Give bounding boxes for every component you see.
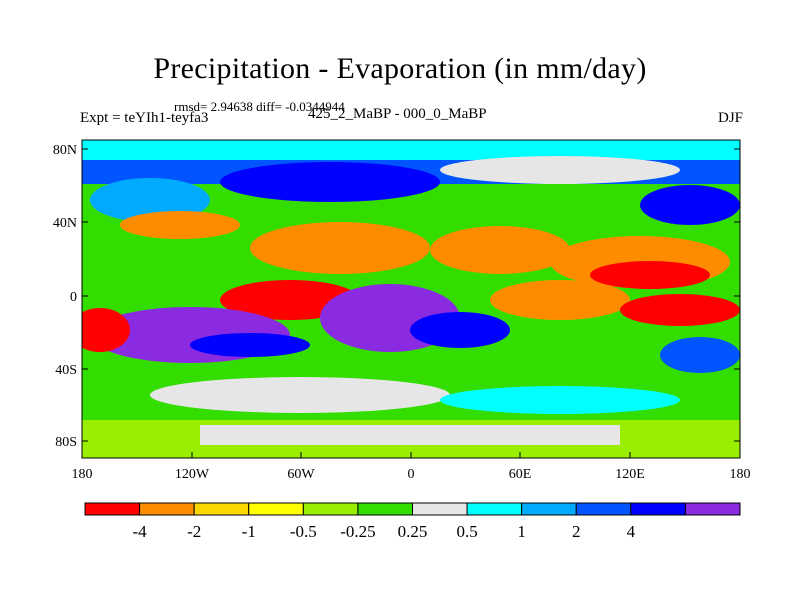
south-pacific-east-wet <box>660 337 740 373</box>
colorbar-box <box>84 502 141 516</box>
atlantic-dry <box>250 222 430 274</box>
colorbar-box <box>357 502 413 516</box>
siberia-patch <box>440 156 680 184</box>
experiment-label: Expt = teYIh1-teyfa3 <box>80 110 209 126</box>
map-title: Precipitation - Evaporation (in mm/day) <box>153 52 647 85</box>
colorbar-label: -0.25 <box>340 522 375 541</box>
north-atlantic-storm <box>220 162 440 202</box>
x-tick-label: 120W <box>175 467 210 482</box>
colorbar-box <box>139 502 195 516</box>
stats-label: rmsd= 2.94638 diff= -0.0344944 <box>174 99 345 114</box>
africa-wet <box>410 312 510 348</box>
dateline-dry <box>82 308 130 352</box>
north-pacific-dry <box>120 211 240 239</box>
colorbar-box <box>521 502 577 516</box>
colorbar-box <box>248 502 304 516</box>
maritime-dry <box>620 294 740 326</box>
y-tick-label: 40S <box>55 363 77 378</box>
colorbar-label: -0.5 <box>290 522 317 541</box>
colorbar-box <box>193 502 250 516</box>
colorbar-label: 0.5 <box>456 522 477 541</box>
colorbar-box <box>630 502 686 516</box>
antarctic-ice <box>200 425 620 445</box>
season-label: DJF <box>717 110 743 126</box>
colorbar-label: 2 <box>572 522 581 541</box>
southern-ice-patch <box>150 377 450 413</box>
arctic-band <box>82 140 740 162</box>
sahara-dry <box>430 226 570 274</box>
colorbar-box <box>684 502 741 516</box>
southern-cyan-patch <box>440 386 680 414</box>
y-tick-label: 40N <box>53 216 77 231</box>
x-tick-label: 60E <box>509 467 532 482</box>
y-tick-label: 0 <box>70 290 77 305</box>
x-tick-label: 180 <box>730 467 751 482</box>
x-tick-label: 180 <box>72 467 93 482</box>
colorbar <box>84 502 741 516</box>
colorbar-label: -2 <box>187 522 201 541</box>
colorbar-box <box>575 502 632 516</box>
northwest-pacific-storm <box>640 185 740 225</box>
colorbar-box <box>466 502 523 516</box>
colorbar-box <box>302 502 359 516</box>
y-tick-label: 80N <box>53 143 77 158</box>
colorbar-box <box>412 502 468 516</box>
x-tick-label: 0 <box>408 467 415 482</box>
colorbar-label: 0.25 <box>398 522 428 541</box>
axis-ticks <box>81 148 741 458</box>
map-field <box>82 140 740 458</box>
colorbar-label: -1 <box>242 522 256 541</box>
indian-ocean-dry <box>490 280 630 320</box>
south-pacific-wet <box>190 333 310 357</box>
west-pacific-core <box>590 261 710 289</box>
y-tick-label: 80S <box>55 435 77 450</box>
colorbar-label: 1 <box>517 522 526 541</box>
x-tick-label: 60W <box>287 467 315 482</box>
colorbar-labels: -4 -2 -1 -0.5 -0.25 0.25 0.5 1 2 4 <box>132 522 635 541</box>
colorbar-label: 4 <box>627 522 636 541</box>
colorbar-label: -4 <box>132 522 147 541</box>
x-tick-label: 120E <box>615 467 645 482</box>
period-label: 425_2_MaBP - 000_0_MaBP <box>308 106 487 122</box>
